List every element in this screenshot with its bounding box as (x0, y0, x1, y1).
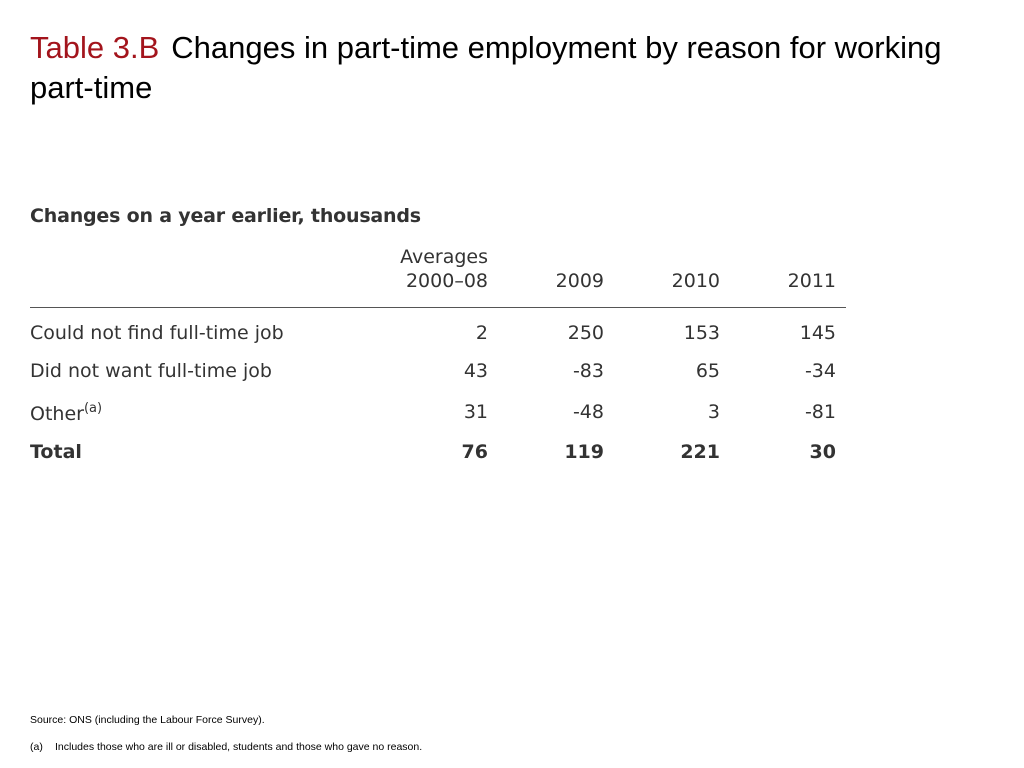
table-cell: 250 (567, 322, 604, 344)
column-header-line1: Averages (400, 246, 488, 268)
table-subtitle: Changes on a year earlier, thousands (30, 205, 421, 227)
column-header: Averages 2000–08 (390, 245, 498, 308)
table-header-row: Averages 2000–08 2009 2010 2011 (30, 245, 846, 308)
table-number: Table 3.B (30, 30, 160, 65)
table-cell: 31 (463, 400, 488, 423)
row-label: Could not find full-time job (30, 322, 284, 344)
table-cell: -83 (572, 360, 604, 382)
table-cell: 76 (461, 441, 488, 463)
table-title-text: Changes in part-time employment by reaso… (30, 30, 942, 105)
column-header-line2: 2010 (671, 270, 720, 292)
table-cell: 30 (809, 441, 836, 463)
footnote-key: (a) (30, 741, 43, 753)
table-row: Did not want full-time job 43 -83 65 -34 (30, 352, 846, 390)
row-label: Total (30, 441, 82, 463)
table-cell: 221 (680, 441, 720, 463)
column-header: 2011 (730, 245, 846, 308)
column-header-line2: 2000–08 (405, 270, 488, 292)
table-cell: 2 (475, 322, 488, 344)
table-cell: -81 (804, 400, 836, 423)
table-cell: 145 (799, 322, 836, 344)
total-row: Total 76 119 221 30 (30, 433, 846, 471)
table-cell: -34 (804, 360, 836, 382)
table-cell: 65 (695, 360, 720, 382)
row-label: Did not want full-time job (30, 360, 272, 382)
table-cell: 3 (707, 400, 720, 423)
footnote-text: Includes those who are ill or disabled, … (55, 741, 423, 753)
table-row: Could not find full-time job 2 250 153 1… (30, 308, 846, 353)
table-cell: 153 (683, 322, 720, 344)
table-cell: 43 (463, 360, 488, 382)
slide-title: Table 3.B Changes in part-time employment… (30, 28, 990, 108)
column-header-line2: 2009 (555, 270, 604, 292)
source-note: Source: ONS (including the Labour Force … (30, 714, 265, 726)
column-header: 2010 (614, 245, 730, 308)
row-label: Other(a) (30, 401, 103, 425)
column-header: 2009 (498, 245, 614, 308)
footnote-marker: (a) (83, 401, 103, 416)
table-cell: 119 (564, 441, 604, 463)
table-row: Other(a) 31 -48 3 -81 (30, 390, 846, 433)
header-empty-cell (30, 245, 390, 308)
column-header-line2: 2011 (787, 270, 836, 292)
footnote: (a) Includes those who are ill or disable… (30, 741, 422, 753)
data-table-container: Averages 2000–08 2009 2010 2011 Could no… (30, 245, 846, 471)
data-table: Averages 2000–08 2009 2010 2011 Could no… (30, 245, 846, 471)
table-cell: -48 (572, 400, 604, 423)
